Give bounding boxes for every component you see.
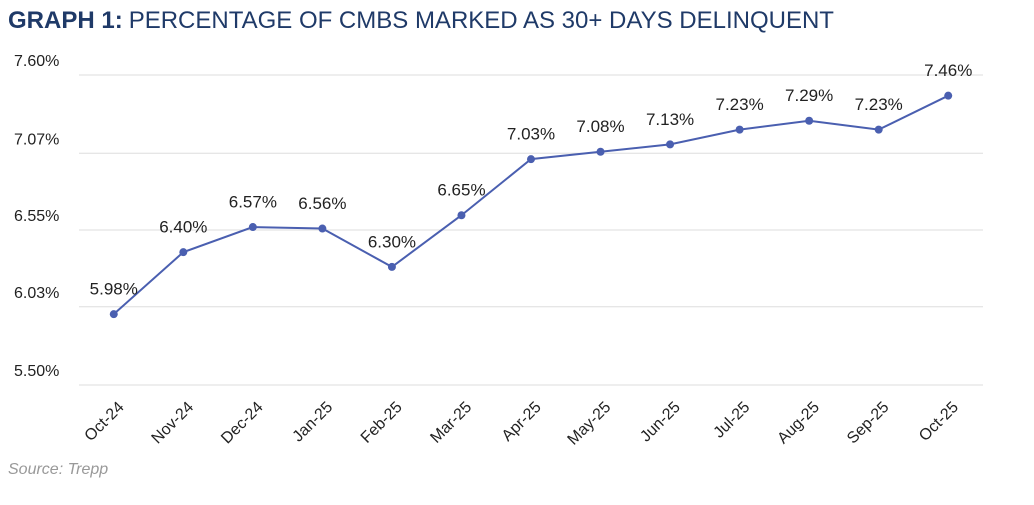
x-tick-label: Sep-25 <box>844 399 893 448</box>
x-tick-label: Dec-24 <box>218 399 267 448</box>
x-tick-label: May-25 <box>565 399 615 449</box>
data-point <box>387 262 396 271</box>
data-point <box>457 211 466 220</box>
source: Source: Trepp <box>8 461 108 478</box>
y-tick-label: 6.55% <box>14 208 59 225</box>
x-tick-label: Jun-25 <box>637 399 684 446</box>
data-point <box>596 147 605 156</box>
data-point <box>805 116 814 125</box>
x-tick-label: Jul-25 <box>711 399 754 442</box>
data-label: 6.30% <box>368 232 416 251</box>
data-label: 7.08% <box>576 117 624 136</box>
data-label: 7.23% <box>716 95 764 114</box>
y-tick-label: 7.07% <box>14 131 59 148</box>
title-text: PERCENTAGE OF CMBS MARKED AS 30+ DAYS DE… <box>129 7 835 34</box>
data-point <box>944 91 953 100</box>
data-point <box>179 248 188 257</box>
data-label: 7.23% <box>855 95 903 114</box>
y-tick-label: 7.60% <box>14 53 59 70</box>
y-tick-label: 5.50% <box>14 363 59 380</box>
x-tick-label: Oct-25 <box>916 399 962 445</box>
data-label: 7.46% <box>924 61 972 80</box>
data-point <box>874 125 883 134</box>
title-label: GRAPH 1: <box>8 7 123 34</box>
data-point <box>318 224 327 233</box>
y-tick-label: 6.03% <box>14 285 59 302</box>
data-label: 5.98% <box>90 280 138 299</box>
x-tick-label: Nov-24 <box>149 399 198 448</box>
data-point <box>666 140 675 149</box>
data-label: 7.29% <box>785 86 833 105</box>
data-point <box>248 223 257 232</box>
x-tick-label: Oct-24 <box>82 399 128 445</box>
x-tick-label: Apr-25 <box>499 399 545 445</box>
data-point <box>109 310 118 319</box>
data-point <box>527 155 535 164</box>
data-label: 6.57% <box>229 193 277 212</box>
x-tick-label: Mar-25 <box>427 399 475 447</box>
data-label: 6.40% <box>159 218 207 237</box>
chart-title: GRAPH 1: PERCENTAGE OF CMBS MARKED AS 30+… <box>8 7 834 34</box>
data-label: 7.03% <box>507 125 555 144</box>
data-label: 6.56% <box>298 194 346 213</box>
data-label: 6.65% <box>437 181 485 200</box>
x-tick-label: Jan-25 <box>290 399 337 446</box>
x-tick-label: Aug-25 <box>774 399 823 448</box>
x-tick-label: Feb-25 <box>358 399 406 447</box>
data-label: 7.13% <box>646 110 694 129</box>
data-point <box>735 125 744 134</box>
